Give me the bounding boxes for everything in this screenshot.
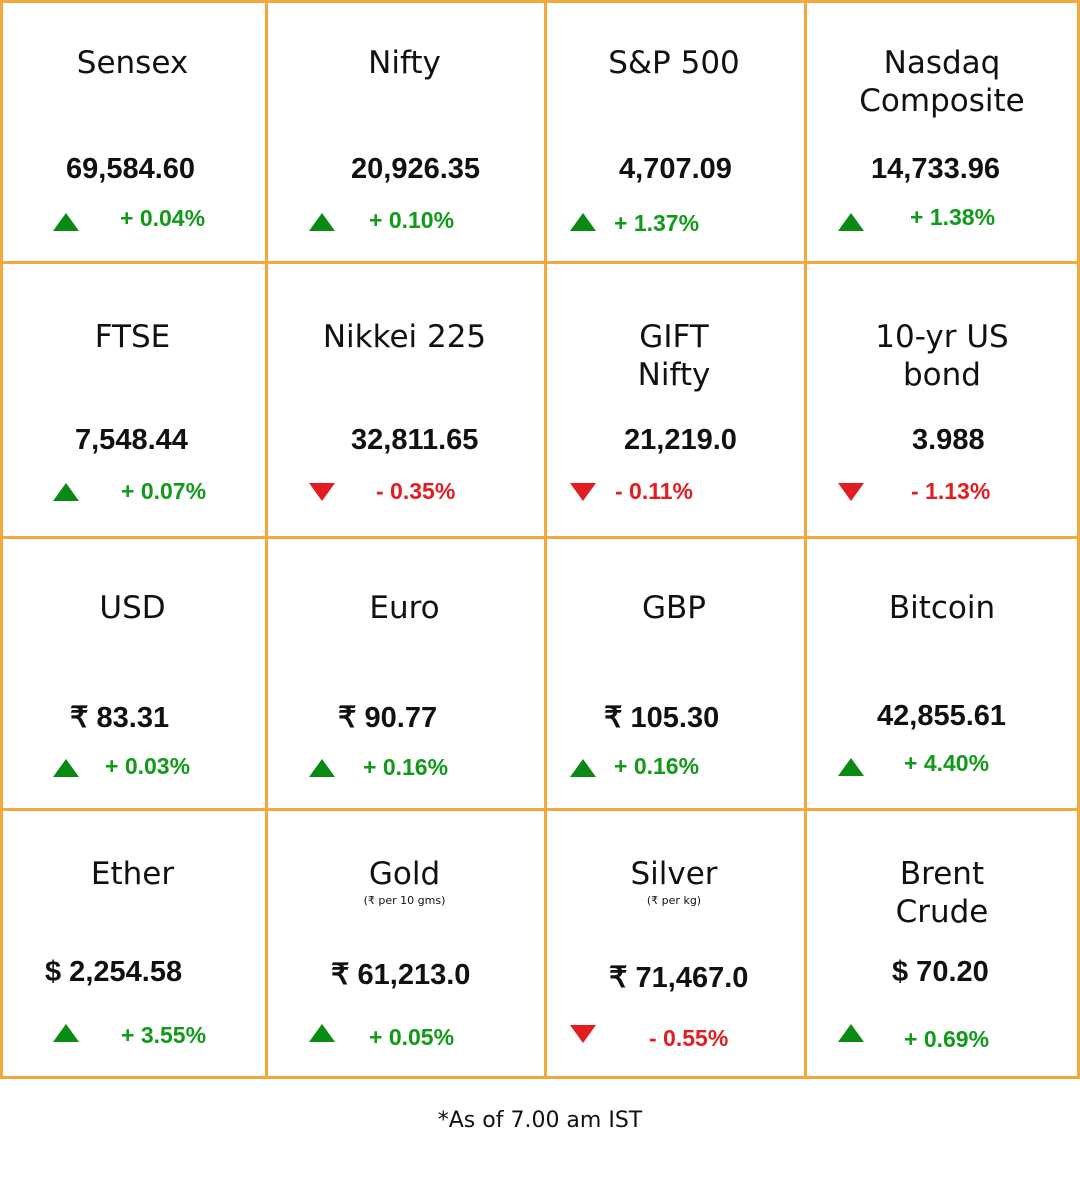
ticker-value: 42,855.61 xyxy=(877,700,1007,732)
ticker-change: + 1.37% xyxy=(614,210,700,236)
ticker-change: + 0.69% xyxy=(904,1026,990,1052)
down-arrow-icon xyxy=(570,1025,596,1043)
ticker-value: ₹ 61,213.0 xyxy=(331,959,471,991)
grid-line xyxy=(0,808,1080,811)
grid-line xyxy=(544,0,547,1076)
ticker-name: FTSE xyxy=(94,319,171,355)
up-arrow-icon xyxy=(309,759,335,777)
ticker-name: 10-yr US bond xyxy=(875,319,1009,393)
ticker-cell-gift-nifty: GIFT Nifty 21,219.0 - 0.11% xyxy=(544,261,804,536)
timestamp-note: *As of 7.00 am IST xyxy=(437,1108,643,1133)
ticker-name: Bitcoin xyxy=(888,590,996,626)
up-arrow-icon xyxy=(838,758,864,776)
grid-line xyxy=(1077,0,1080,1079)
ticker-cell-ftse: FTSE 7,548.44 + 0.07% xyxy=(0,261,265,536)
up-arrow-icon xyxy=(53,483,79,501)
ticker-change: + 0.04% xyxy=(120,205,206,231)
ticker-value: $ 2,254.58 xyxy=(45,956,183,988)
up-arrow-icon xyxy=(309,1024,335,1042)
ticker-change: - 0.11% xyxy=(615,478,693,504)
ticker-unit: (₹ per 10 gms) xyxy=(363,894,446,907)
ticker-value: 3.988 xyxy=(912,424,985,456)
ticker-change: - 0.35% xyxy=(376,478,456,504)
up-arrow-icon xyxy=(53,213,79,231)
ticker-change: + 0.10% xyxy=(369,207,455,233)
ticker-name: GBP xyxy=(642,590,706,626)
ticker-name: Nasdaq Composite xyxy=(859,45,1025,119)
ticker-value: 7,548.44 xyxy=(75,424,188,456)
ticker-cell-ether: Ether $ 2,254.58 + 3.55% xyxy=(0,808,265,1076)
grid-line xyxy=(804,0,807,1079)
ticker-value: ₹ 105.30 xyxy=(604,702,720,734)
ticker-change: - 0.55% xyxy=(649,1025,729,1051)
ticker-name: Brent Crude xyxy=(895,856,989,930)
ticker-cell-nasdaq: Nasdaq Composite 14,733.96 + 1.38% xyxy=(804,0,1080,261)
ticker-unit: (₹ per kg) xyxy=(646,894,702,907)
up-arrow-icon xyxy=(570,759,596,777)
grid-line xyxy=(0,261,1080,264)
ticker-value: ₹ 90.77 xyxy=(338,702,438,734)
ticker-value: 21,219.0 xyxy=(624,424,737,456)
ticker-cell-sensex: Sensex 69,584.60 + 0.04% xyxy=(0,0,265,261)
grid-line xyxy=(0,536,1080,539)
up-arrow-icon xyxy=(309,213,335,231)
ticker-name: Sensex xyxy=(76,45,189,81)
ticker-cell-nifty: Nifty 20,926.35 + 0.10% xyxy=(265,0,544,261)
ticker-cell-bitcoin: Bitcoin 42,855.61 + 4.40% xyxy=(804,536,1080,808)
ticker-name: Nifty xyxy=(368,45,441,81)
ticker-change: + 0.03% xyxy=(105,753,191,779)
ticker-change: + 0.16% xyxy=(363,754,449,780)
grid-line xyxy=(0,0,1080,3)
ticker-cell-brent: Brent Crude $ 70.20 + 0.69% xyxy=(804,808,1080,1076)
ticker-cell-euro: Euro ₹ 90.77 + 0.16% xyxy=(265,536,544,808)
down-arrow-icon xyxy=(309,483,335,501)
ticker-name: USD xyxy=(99,590,166,626)
ticker-name: Nikkei 225 xyxy=(322,319,487,355)
ticker-change: - 1.13% xyxy=(911,478,991,504)
grid-line xyxy=(0,1076,1080,1079)
ticker-name: Ether xyxy=(90,856,175,892)
up-arrow-icon xyxy=(53,759,79,777)
down-arrow-icon xyxy=(838,483,864,501)
ticker-cell-gold: Gold (₹ per 10 gms) ₹ 61,213.0 + 0.05% xyxy=(265,808,544,1076)
ticker-cell-sp500: S&P 500 4,707.09 + 1.37% xyxy=(544,0,804,261)
ticker-name: GIFT Nifty xyxy=(637,319,711,393)
up-arrow-icon xyxy=(838,213,864,231)
ticker-value: 69,584.60 xyxy=(66,153,196,185)
up-arrow-icon xyxy=(570,213,596,231)
ticker-change: + 3.55% xyxy=(121,1022,207,1048)
market-grid: Sensex 69,584.60 + 0.04% Nifty 20,926.35… xyxy=(0,0,1080,1079)
grid-line xyxy=(265,0,268,1079)
ticker-cell-usd: USD ₹ 83.31 + 0.03% xyxy=(0,536,265,808)
ticker-value: 14,733.96 xyxy=(871,153,1001,185)
ticker-value: $ 70.20 xyxy=(892,956,989,988)
ticker-change: + 0.07% xyxy=(121,478,207,504)
ticker-value: 20,926.35 xyxy=(351,153,481,185)
ticker-cell-us-bond: 10-yr US bond 3.988 - 1.13% xyxy=(804,261,1080,536)
ticker-cell-silver: Silver (₹ per kg) ₹ 71,467.0 - 0.55% xyxy=(544,808,804,1076)
ticker-value: 4,707.09 xyxy=(619,153,732,185)
ticker-name: S&P 500 xyxy=(608,45,740,81)
ticker-name: Euro xyxy=(369,590,440,626)
ticker-change: + 4.40% xyxy=(904,750,990,776)
ticker-change: + 0.16% xyxy=(614,753,700,779)
ticker-change: + 1.38% xyxy=(910,204,996,230)
ticker-value: ₹ 83.31 xyxy=(70,702,170,734)
down-arrow-icon xyxy=(570,483,596,501)
ticker-name: Silver xyxy=(630,856,718,892)
ticker-cell-gbp: GBP ₹ 105.30 + 0.16% xyxy=(544,536,804,808)
ticker-name: Gold xyxy=(368,856,441,892)
grid-line xyxy=(0,0,3,1079)
ticker-change: + 0.05% xyxy=(369,1024,455,1050)
up-arrow-icon xyxy=(838,1024,864,1042)
up-arrow-icon xyxy=(53,1024,79,1042)
ticker-cell-nikkei: Nikkei 225 32,811.65 - 0.35% xyxy=(265,261,544,536)
ticker-value: ₹ 71,467.0 xyxy=(609,962,749,994)
ticker-value: 32,811.65 xyxy=(351,424,479,456)
